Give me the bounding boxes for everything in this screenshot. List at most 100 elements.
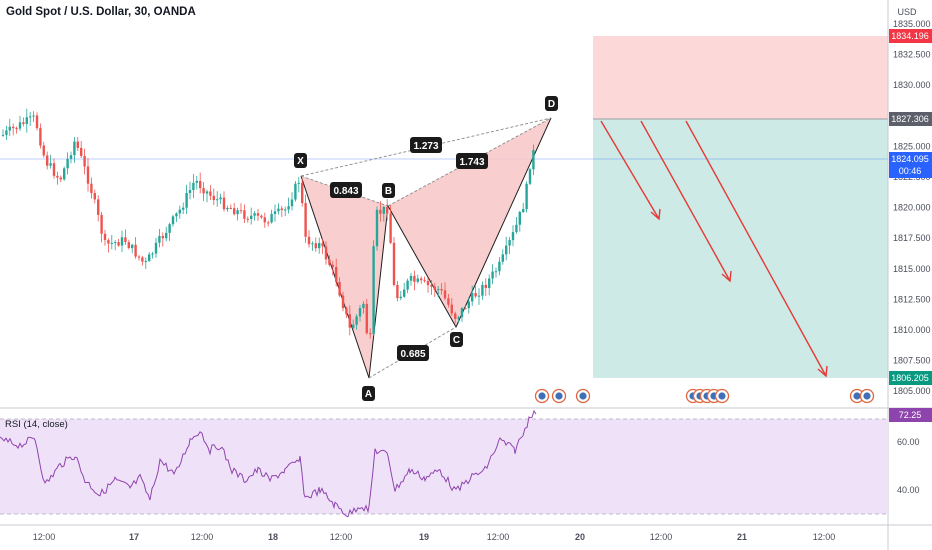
candle (154, 237, 158, 258)
time-tick-label: 18 (268, 532, 278, 542)
svg-text:1827.306: 1827.306 (891, 114, 929, 124)
price-tick-label: 1830.000 (893, 80, 931, 90)
time-tick-label: 21 (737, 532, 747, 542)
candle (22, 117, 25, 127)
candle (66, 152, 69, 175)
pattern-point-x[interactable]: X (294, 153, 307, 168)
candle (324, 241, 328, 265)
candle (416, 274, 419, 284)
stop-price-badge: 1834.196 (889, 29, 932, 43)
ratio-label-ac[interactable]: 0.685 (397, 345, 429, 361)
candle (403, 282, 406, 298)
pattern-point-a[interactable]: A (362, 386, 375, 401)
candle (362, 301, 365, 314)
candle (328, 255, 331, 267)
candle (345, 306, 348, 319)
candle (226, 205, 229, 212)
candle (127, 239, 130, 250)
svg-text:1806.205: 1806.205 (891, 373, 929, 383)
candle (165, 226, 168, 242)
candle (236, 207, 239, 221)
candle (399, 290, 402, 301)
svg-text:00:46: 00:46 (899, 166, 922, 176)
us-event-icons[interactable] (534, 388, 875, 404)
candle (185, 184, 188, 214)
candle (321, 238, 324, 255)
pattern-point-b[interactable]: B (382, 183, 395, 198)
candle (511, 225, 515, 247)
candle (195, 175, 198, 190)
candle (481, 281, 484, 300)
candle (76, 137, 79, 152)
pattern-xab-triangle[interactable] (301, 176, 388, 378)
candle (307, 230, 311, 248)
candle (369, 328, 372, 339)
rsi-tick-label: 60.00 (897, 437, 920, 447)
candle (498, 257, 501, 276)
projection-arrows (600, 120, 828, 378)
stop-loss-zone[interactable] (593, 36, 888, 119)
candle (250, 207, 253, 225)
candle (430, 279, 433, 295)
candle (141, 255, 144, 266)
candle (97, 195, 100, 222)
candle (239, 203, 243, 214)
candle (338, 277, 341, 298)
candle (32, 111, 35, 122)
candle (229, 204, 232, 210)
candle (178, 205, 181, 219)
candle (222, 191, 226, 212)
candle (311, 241, 314, 251)
time-tick-label: 12:00 (813, 532, 836, 542)
candle (355, 314, 358, 330)
current-price-badge: 1824.095 00:46 (889, 152, 932, 178)
candle (304, 194, 307, 243)
price-tick-label: 1825.000 (893, 141, 931, 151)
price-tick-label: 1835.000 (893, 19, 931, 29)
svg-text:1.743: 1.743 (459, 157, 484, 168)
price-tick-label: 1812.500 (893, 294, 931, 304)
take-profit-zone[interactable] (593, 119, 888, 378)
pattern-bcd-triangle[interactable] (388, 118, 551, 327)
candle (522, 202, 525, 213)
svg-text:72.25: 72.25 (899, 410, 922, 420)
time-tick-label: 19 (419, 532, 429, 542)
pattern-point-d[interactable]: D (545, 96, 558, 111)
candlestick-series[interactable] (1, 108, 535, 339)
currency-label[interactable]: USD (897, 7, 917, 17)
candle (488, 274, 491, 296)
svg-text:1.273: 1.273 (413, 141, 438, 152)
price-axis[interactable]: 1835.0001832.5001830.0001827.5001825.000… (893, 19, 931, 396)
ratio-label-bd[interactable]: 1.743 (456, 153, 488, 169)
candle (447, 293, 450, 308)
pattern-point-c[interactable]: C (450, 332, 463, 347)
candle (120, 230, 124, 253)
candle (52, 158, 56, 179)
candle (437, 286, 440, 298)
ratio-label-xd[interactable]: 1.273 (410, 137, 442, 153)
rsi-axis[interactable]: 60.00 40.00 (897, 437, 920, 495)
chart-title: Gold Spot / U.S. Dollar, 30, OANDA (6, 6, 196, 18)
rsi-line[interactable] (0, 409, 537, 518)
candle (25, 108, 28, 133)
candle (151, 251, 154, 259)
rsi-indicator-label[interactable]: RSI (14, close) (5, 419, 68, 430)
candle (199, 172, 202, 194)
candle (8, 118, 11, 137)
candle (532, 144, 535, 176)
candle (389, 205, 392, 245)
candle (243, 204, 246, 223)
time-axis[interactable]: 12:00 17 12:00 18 12:00 19 12:00 20 12:00 21 12:00 (33, 532, 836, 542)
rsi-tick-label: 40.00 (897, 485, 920, 495)
candle (392, 236, 396, 287)
svg-text:1824.095: 1824.095 (891, 154, 929, 164)
candle (477, 288, 481, 305)
candle (100, 211, 103, 243)
candle (182, 202, 185, 215)
candle (379, 201, 382, 222)
ratio-label-ab[interactable]: 0.843 (330, 182, 362, 198)
candle (518, 210, 521, 232)
candle (457, 315, 460, 324)
candle (277, 203, 280, 215)
